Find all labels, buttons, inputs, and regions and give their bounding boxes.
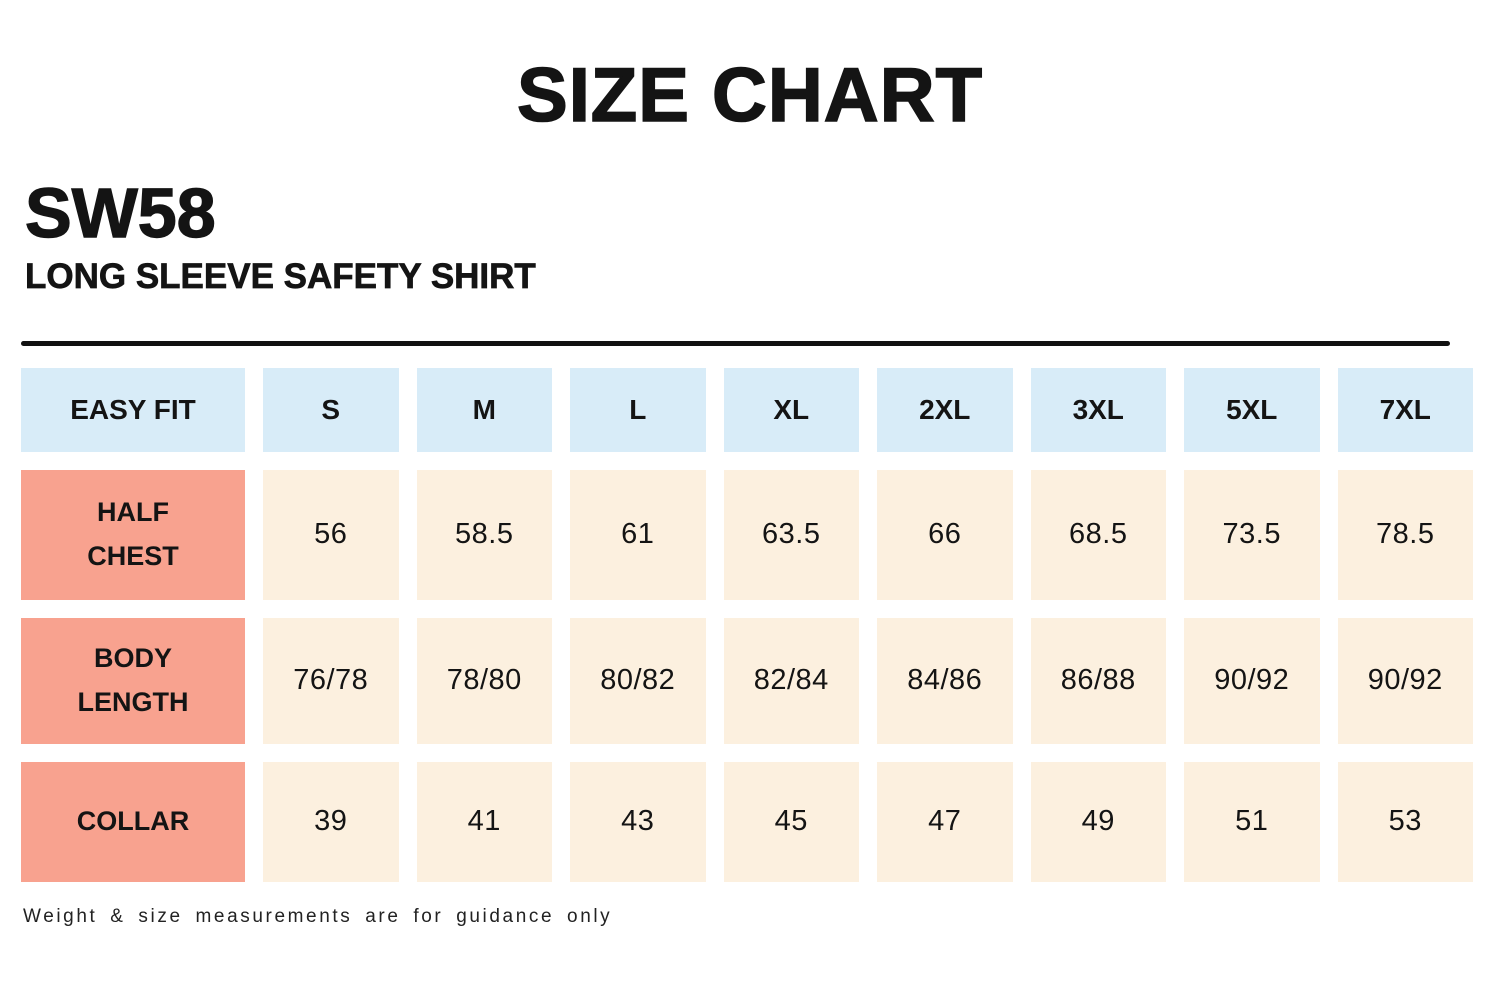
size-value-cell-text: 78.5 (1376, 518, 1435, 550)
size-value-cell-text: 66 (928, 518, 962, 550)
size-value-cell-text: 45 (774, 805, 808, 837)
product-name: LONG SLEEVE SAFETY SHIRT (25, 257, 537, 296)
size-value-cell: 90/92 (1337, 617, 1473, 744)
size-value-cell: 51 (1184, 761, 1320, 882)
size-value-cell: 78.5 (1337, 469, 1473, 600)
column-header-easy-fit-text: EASY FIT (70, 393, 196, 425)
row-label-half-chest-text: HALF CHEST (87, 497, 179, 571)
size-value-cell-text: 68.5 (1069, 518, 1128, 550)
size-value-cell: 90/92 (1184, 617, 1320, 744)
size-value-cell-text: 63.5 (762, 518, 821, 550)
size-value-cell: 84/86 (877, 617, 1013, 744)
column-header-s: S (263, 367, 399, 452)
size-value-cell-text: 39 (314, 805, 348, 837)
size-value-cell: 73.5 (1184, 469, 1320, 600)
size-value-cell: 82/84 (723, 617, 859, 744)
column-header-3xl-text: 3XL (1072, 393, 1124, 425)
size-value-cell-text: 86/88 (1060, 664, 1136, 696)
size-value-cell-text: 58.5 (455, 518, 514, 550)
size-value-cell-text: 56 (314, 518, 348, 550)
divider-rule (21, 340, 1450, 346)
size-value-cell-text: 49 (1081, 805, 1115, 837)
size-value-cell: 78/80 (416, 617, 552, 744)
size-value-cell: 43 (570, 761, 706, 882)
size-value-cell: 53 (1337, 761, 1473, 882)
row-label-collar: COLLAR (21, 761, 245, 882)
row-label-collar-text: COLLAR (76, 805, 190, 836)
size-value-cell: 68.5 (1030, 469, 1166, 600)
size-value-cell-text: 82/84 (753, 664, 829, 696)
size-value-cell: 58.5 (416, 469, 552, 600)
column-header-easy-fit: EASY FIT (21, 367, 245, 452)
column-header-2xl-text: 2XL (919, 393, 971, 425)
product-code: SW58 (24, 174, 216, 252)
size-value-cell-text: 90/92 (1367, 664, 1443, 696)
size-value-cell-text: 47 (928, 805, 962, 837)
column-header-2xl: 2XL (877, 367, 1013, 452)
row-label-half-chest: HALF CHEST (21, 469, 245, 600)
size-value-cell: 41 (416, 761, 552, 882)
size-value-cell: 56 (263, 469, 399, 600)
column-header-xl: XL (723, 367, 859, 452)
column-header-5xl-text: 5XL (1226, 393, 1278, 425)
column-header-m-text: M (472, 393, 496, 425)
size-value-cell-text: 73.5 (1222, 518, 1281, 550)
size-value-cell-text: 76/78 (293, 664, 369, 696)
column-header-l-text: L (629, 393, 647, 425)
page-title: SIZE CHART (516, 53, 983, 138)
column-header-7xl: 7XL (1337, 367, 1473, 452)
size-value-cell-text: 61 (621, 518, 655, 550)
size-value-cell: 76/78 (263, 617, 399, 744)
size-value-cell: 63.5 (723, 469, 859, 600)
size-value-cell-text: 90/92 (1214, 664, 1290, 696)
size-value-cell-text: 84/86 (907, 664, 983, 696)
size-table: EASY FIT S M L XL 2XL 3XL 5XL 7XL HALF CHEST 56 58.… (21, 367, 1473, 882)
size-value-cell-text: 43 (621, 805, 655, 837)
size-value-cell: 80/82 (570, 617, 706, 744)
size-value-cell: 47 (877, 761, 1013, 882)
guidance-note: Weight & size measurements are for guida… (23, 905, 613, 927)
size-value-cell: 66 (877, 469, 1013, 600)
row-label-body-length: BODY LENGTH (21, 617, 245, 744)
column-header-m: M (416, 367, 552, 452)
size-value-cell-text: 51 (1235, 805, 1269, 837)
column-header-l: L (570, 367, 706, 452)
size-value-cell-text: 80/82 (600, 664, 676, 696)
size-value-cell: 86/88 (1030, 617, 1166, 744)
size-value-cell: 45 (723, 761, 859, 882)
row-label-body-length-text: BODY LENGTH (77, 643, 189, 717)
size-value-cell-text: 53 (1388, 805, 1422, 837)
column-header-7xl-text: 7XL (1379, 393, 1431, 425)
column-header-5xl: 5XL (1184, 367, 1320, 452)
size-value-cell: 61 (570, 469, 706, 600)
size-value-cell-text: 78/80 (446, 664, 522, 696)
column-header-3xl: 3XL (1030, 367, 1166, 452)
size-value-cell: 39 (263, 761, 399, 882)
size-value-cell: 49 (1030, 761, 1166, 882)
size-value-cell-text: 41 (467, 805, 501, 837)
column-header-s-text: S (321, 393, 341, 425)
column-header-xl-text: XL (773, 393, 810, 425)
